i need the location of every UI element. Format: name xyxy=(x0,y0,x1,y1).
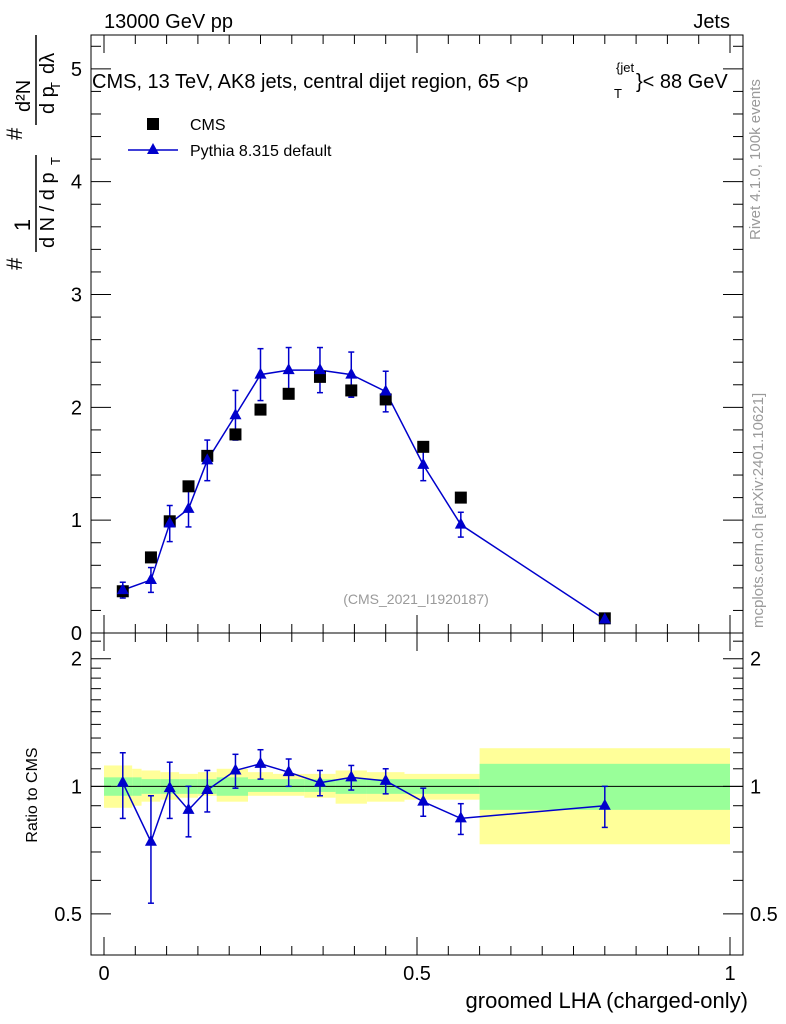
ratio-panel: 0.5 0.5 1 1 2 2 0 0.5 1 Ratio to CMS groomed LHA… xyxy=(24,632,778,1013)
main-ylabel: # 1 d N / d p T # d²N d p T dλ xyxy=(2,35,63,270)
title-prefix: CMS, 13 TeV, AK8 jets, central dijet reg… xyxy=(92,71,528,93)
ratio-inner-band xyxy=(247,779,274,792)
ylabel-frac2-den: d p xyxy=(37,86,59,114)
ylabel-frac1-num: 1 xyxy=(10,219,35,231)
ratio-axis-ticks: 0.5 0.5 1 1 2 2 0 0.5 1 xyxy=(54,633,778,985)
cms-data-point xyxy=(254,403,267,416)
ylabel-hash-1: # xyxy=(2,257,27,270)
ratio-data-point xyxy=(345,770,358,782)
pythia-data-point xyxy=(345,367,358,379)
ratio-data-layer xyxy=(116,748,611,904)
pythia-data-point xyxy=(144,572,157,584)
analysis-watermark: (CMS_2021_I1920187) xyxy=(343,591,489,607)
cms-data-point xyxy=(379,393,392,406)
ratio-data-point xyxy=(254,756,267,768)
ratio-data-point xyxy=(182,802,195,814)
pythia-data-point xyxy=(598,612,611,624)
cms-data-point xyxy=(417,440,430,453)
ratio-data-point xyxy=(144,834,157,846)
pythia-data-point xyxy=(254,367,267,379)
legend: CMS Pythia 8.315 default xyxy=(128,117,332,160)
pythia-data-point xyxy=(454,517,467,529)
ratio-ytick-label-right: 1 xyxy=(750,776,761,798)
pythia-data-point xyxy=(116,583,129,595)
xtick-label: 0.5 xyxy=(403,963,431,985)
ratio-data-point xyxy=(201,783,214,795)
ratio-ytick-label-left: 0.5 xyxy=(54,904,82,926)
ratio-ytick-label-left: 2 xyxy=(71,649,82,671)
ratio-ylabel: Ratio to CMS xyxy=(24,747,41,842)
main-ytick-label: 2 xyxy=(71,397,82,419)
energy-label: 13000 GeV pp xyxy=(104,11,233,33)
ratio-data-point xyxy=(282,765,295,777)
main-data-layer xyxy=(116,346,611,625)
chart-title: CMS, 13 TeV, AK8 jets, central dijet reg… xyxy=(92,60,728,101)
xtick-label: 0 xyxy=(98,963,109,985)
title-sup: {jet xyxy=(616,60,634,75)
title-suffix: }< 88 GeV xyxy=(636,71,728,93)
cms-data-point xyxy=(282,387,295,400)
ratio-frame xyxy=(90,632,744,956)
source-label: mcplots.cern.ch [arXiv:2401.10621] xyxy=(750,393,767,628)
pythia-data-point xyxy=(417,457,430,469)
cms-data-point xyxy=(345,384,358,397)
pythia-data-point xyxy=(313,363,326,375)
rivet-version-label: Rivet 4.1.0, 100k events xyxy=(747,79,764,240)
legend-cms-label: CMS xyxy=(190,117,226,134)
main-ytick-label: 5 xyxy=(71,59,82,81)
pythia-data-point xyxy=(229,408,242,420)
pythia-data-point xyxy=(201,453,214,465)
pythia-data-point xyxy=(163,516,176,528)
title-sub: T xyxy=(614,86,622,101)
cms-data-point xyxy=(454,491,467,504)
cms-data-point xyxy=(144,551,157,564)
xtick-label: 1 xyxy=(724,963,735,985)
legend-cms-marker xyxy=(147,118,159,130)
main-axis-ticks: 0 1 2 3 4 5 xyxy=(71,35,743,645)
pythia-data-point xyxy=(282,363,295,375)
ratio-ytick-label-right: 0.5 xyxy=(750,904,778,926)
main-frame xyxy=(90,34,744,634)
ylabel-frac1-den-sub: T xyxy=(48,157,63,165)
x-axis-label: groomed LHA (charged-only) xyxy=(466,988,748,1013)
svg-text:CMS, 13 TeV, AK8 jets, central: CMS, 13 TeV, AK8 jets, central dijet reg… xyxy=(92,71,528,93)
main-ytick-label: 3 xyxy=(71,285,82,307)
main-panel: 0 1 2 3 4 5 CMS, 13 TeV, AK8 jets, central di… xyxy=(2,34,744,645)
cms-data-point xyxy=(182,480,195,493)
ratio-data-point xyxy=(116,775,129,787)
ylabel-frac1-den: d N / d p xyxy=(37,172,59,248)
ratio-data-point xyxy=(163,781,176,793)
legend-pythia-label: Pythia 8.315 default xyxy=(190,143,332,160)
ylabel-hash-2: # xyxy=(2,127,27,140)
ratio-data-point xyxy=(598,798,611,810)
ylabel-frac2-den-sub: T xyxy=(48,82,63,90)
ratio-data-point xyxy=(313,775,326,787)
main-ytick-label: 0 xyxy=(71,623,82,645)
ratio-data-point xyxy=(454,811,467,823)
ratio-ytick-label-left: 1 xyxy=(71,776,82,798)
ratio-data-point xyxy=(229,763,242,775)
pythia-series-line xyxy=(122,369,606,621)
ratio-data-point xyxy=(417,794,430,806)
main-ytick-label: 4 xyxy=(71,172,82,194)
ratio-ytick-label-right: 2 xyxy=(750,649,761,671)
ylabel-frac2-num: d²N xyxy=(13,80,35,112)
category-label: Jets xyxy=(693,11,730,33)
ylabel-frac2-den-tail: dλ xyxy=(37,53,59,74)
ratio-data-point xyxy=(379,773,392,785)
legend-pythia-marker xyxy=(147,143,159,154)
pythia-data-point xyxy=(182,501,195,513)
main-ytick-label: 1 xyxy=(71,510,82,532)
cms-data-point xyxy=(229,428,242,441)
pythia-data-point xyxy=(379,384,392,396)
